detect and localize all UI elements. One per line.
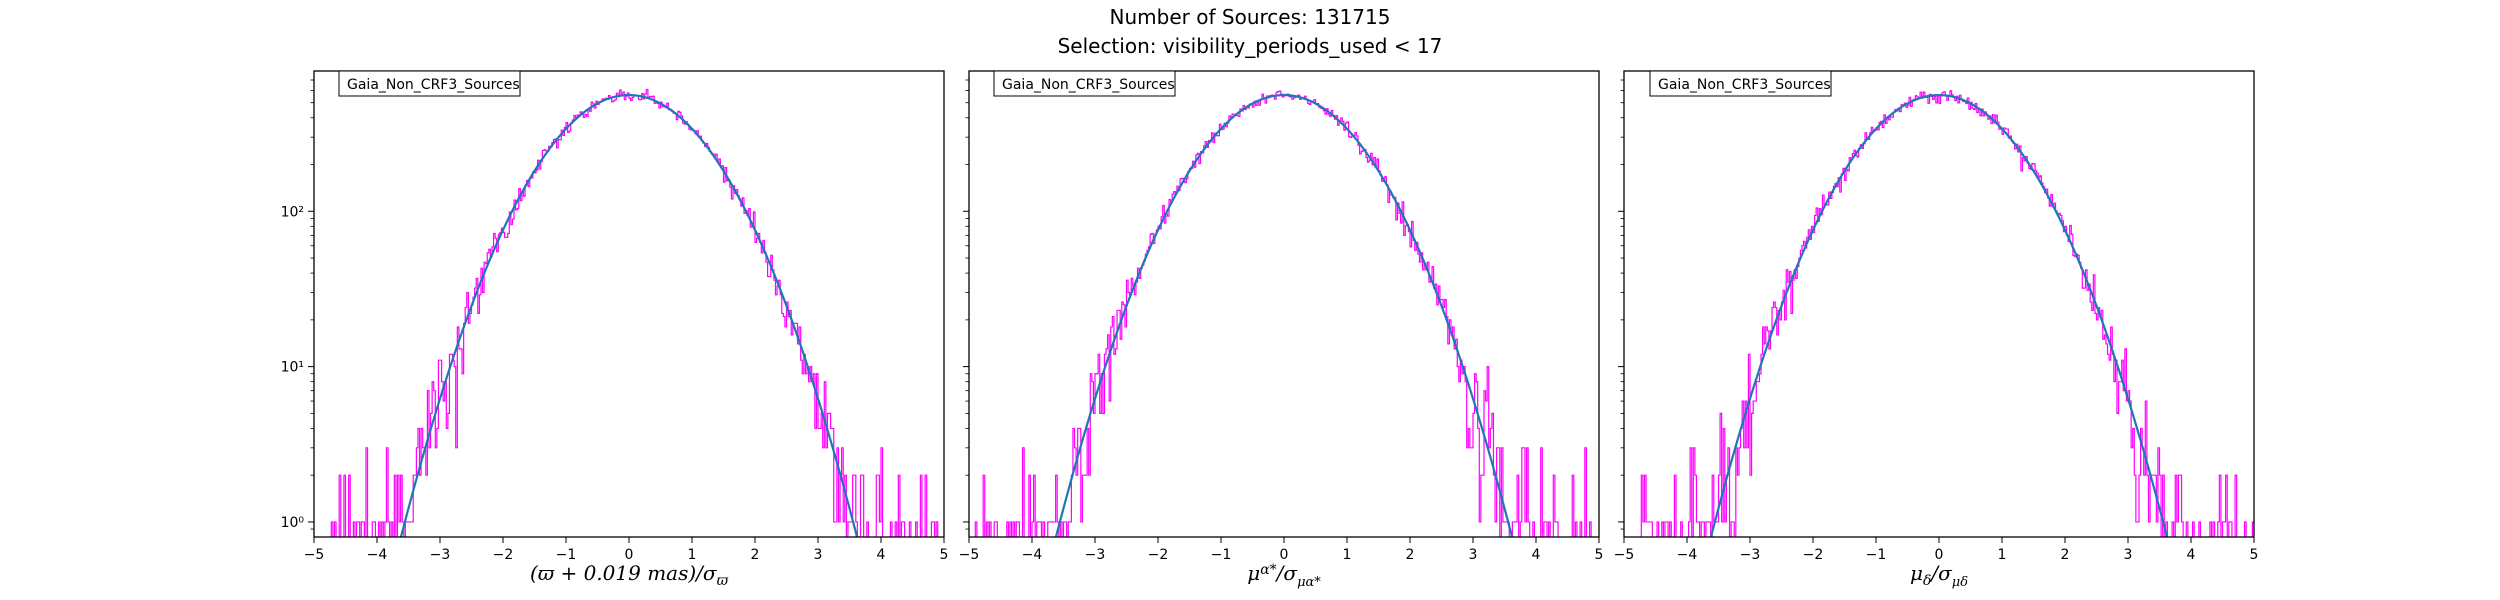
axis-ticks: −5 −4 −3 −2 −1 0 1 2 3 4 5 10⁰ 10¹ 10² xyxy=(281,79,949,563)
x-tick-label: 1 xyxy=(688,547,697,563)
legend-box xyxy=(338,70,521,97)
axis-ticks: −5 −4 −3 −2 −1 0 1 2 3 4 5 xyxy=(1614,79,2259,563)
y-tick-label: 10² xyxy=(281,204,304,220)
x-tick-label: −4 xyxy=(367,547,388,563)
x-tick-label: −4 xyxy=(1677,547,1698,563)
y-tick-label: 10¹ xyxy=(281,360,304,376)
x-tick-label: −4 xyxy=(1022,547,1043,563)
x-tick-label: −3 xyxy=(1740,547,1761,563)
x-tick-label: 4 xyxy=(1532,547,1541,563)
x-tick-label: 2 xyxy=(2061,547,2070,563)
fit-curve-series xyxy=(1709,93,2169,537)
x-tick-label: −2 xyxy=(1148,547,1169,563)
axes-frame xyxy=(1623,70,2255,538)
x-tick-label: 3 xyxy=(2124,547,2133,563)
x-tick-label: 3 xyxy=(1469,547,1478,563)
x-tick-label: −3 xyxy=(1085,547,1106,563)
x-tick-label: −2 xyxy=(1803,547,1824,563)
legend: Gaia_Non_CRF3_Sources xyxy=(338,70,521,97)
x-tick-label: 4 xyxy=(877,547,886,563)
histogram-series xyxy=(974,90,1592,537)
panel-pmra: −5 −4 −3 −2 −1 0 1 2 3 4 5 Gaia_Non_CRF3_Sources μ… xyxy=(959,70,1604,590)
x-tick-label: 0 xyxy=(1280,547,1289,563)
axes-frame xyxy=(313,70,945,538)
axes-frame xyxy=(968,70,1600,538)
x-tick-label: 5 xyxy=(1595,547,1604,563)
x-tick-label: 0 xyxy=(1935,547,1944,563)
figure-subtitle: Selection: visibility_periods_used < 17 xyxy=(1058,34,1443,58)
x-tick-label: 1 xyxy=(1998,547,2007,563)
x-tick-label: −5 xyxy=(959,547,980,563)
plot-area xyxy=(1640,90,2254,537)
x-tick-label: 3 xyxy=(814,547,823,563)
figure-title: Number of Sources: 131715 xyxy=(1110,5,1391,29)
x-tick-label: 0 xyxy=(625,547,634,563)
y-tick-label: 10⁰ xyxy=(281,515,305,531)
x-tick-label: 2 xyxy=(751,547,760,563)
axis-ticks: −5 −4 −3 −2 −1 0 1 2 3 4 5 xyxy=(959,79,1604,563)
x-tick-label: 4 xyxy=(2187,547,2196,563)
x-tick-label: 5 xyxy=(2250,547,2259,563)
x-tick-label: −1 xyxy=(1866,547,1887,563)
x-tick-label: 1 xyxy=(1343,547,1352,563)
legend: Gaia_Non_CRF3_Sources xyxy=(993,70,1176,97)
legend-label: Gaia_Non_CRF3_Sources xyxy=(1658,77,1831,93)
plot-area xyxy=(974,90,1592,537)
legend-box xyxy=(1649,70,1832,97)
fit-curve-series xyxy=(1054,93,1514,537)
x-axis-label: (ϖ + 0.019 mas)/σϖ xyxy=(530,561,729,589)
x-tick-label: −5 xyxy=(1614,547,1635,563)
legend-label: Gaia_Non_CRF3_Sources xyxy=(1002,77,1175,93)
histogram-series xyxy=(1640,90,2254,537)
legend: Gaia_Non_CRF3_Sources xyxy=(1649,70,1832,97)
panel-parallax: −5 −4 −3 −2 −1 0 1 2 3 4 5 10⁰ 10¹ 10² Gaia_Non_CRF3_… xyxy=(281,70,949,589)
x-tick-label: 2 xyxy=(1406,547,1415,563)
x-tick-label: 5 xyxy=(940,547,949,563)
x-tick-label: −1 xyxy=(556,547,577,563)
x-tick-label: −3 xyxy=(430,547,451,563)
panel-pmdec: −5 −4 −3 −2 −1 0 1 2 3 4 5 Gaia_Non_CRF3_Sources μ… xyxy=(1614,70,2259,590)
x-tick-label: −1 xyxy=(1211,547,1232,563)
x-tick-label: −2 xyxy=(493,547,514,563)
legend-label: Gaia_Non_CRF3_Sources xyxy=(347,77,520,93)
fit-curve-series xyxy=(399,93,859,537)
plot-area xyxy=(330,88,939,537)
x-tick-label: −5 xyxy=(304,547,325,563)
legend-box xyxy=(993,70,1176,97)
